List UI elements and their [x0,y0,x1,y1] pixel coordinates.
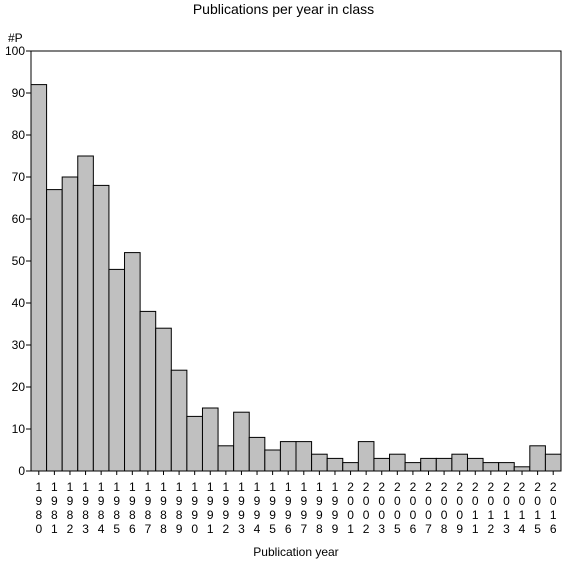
bar [311,453,328,472]
bar [544,453,562,472]
bar [170,369,188,472]
bar [124,252,141,472]
bar [404,462,422,472]
bar [264,449,281,472]
x-axis-label: Publication year [253,545,339,559]
y-tick-label: 80 [12,128,26,142]
bar [46,189,63,472]
y-tick-label: 100 [5,44,25,58]
bar [233,411,250,472]
bar [373,457,391,472]
bar [248,436,266,472]
bar [217,445,235,472]
bar [451,453,468,472]
bar [186,415,203,472]
y-tick-label: 30 [12,338,26,352]
y-tick-label: 0 [18,464,25,478]
bar [326,457,344,472]
bar [30,84,48,472]
bar [155,327,172,472]
y-axis-label: #P [8,31,23,45]
bar [108,268,126,472]
bar [92,184,110,472]
bar [435,457,453,472]
bar [342,462,359,472]
bar [139,310,157,472]
y-tick-label: 60 [12,212,26,226]
bar [77,155,94,472]
bar [389,453,406,472]
y-tick-label: 10 [12,422,26,436]
y-tick-label: 50 [12,254,26,268]
bar [201,407,219,472]
bar [279,441,297,472]
bar [482,462,500,472]
y-tick-label: 20 [12,380,26,394]
bar [466,457,484,472]
bar [513,466,531,472]
bar [357,441,375,472]
bar [61,176,79,472]
chart-title: Publications per year in class [192,1,375,17]
bar [295,441,313,472]
y-tick-label: 90 [12,86,26,100]
bar [498,462,515,472]
y-tick-label: 40 [12,296,26,310]
bar [529,445,546,472]
bar [420,457,437,472]
y-tick-label: 70 [12,170,26,184]
